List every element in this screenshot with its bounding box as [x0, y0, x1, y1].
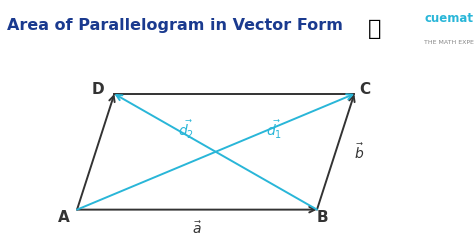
Text: $\vec{b}$: $\vec{b}$ — [354, 142, 365, 162]
Text: THE MATH EXPERT: THE MATH EXPERT — [424, 40, 474, 45]
Text: Area of Parallelogram in Vector Form: Area of Parallelogram in Vector Form — [7, 18, 343, 33]
Text: 🚀: 🚀 — [368, 19, 381, 40]
Text: C: C — [359, 82, 371, 97]
Text: A: A — [58, 210, 70, 225]
Text: $\vec{d_2}$: $\vec{d_2}$ — [178, 119, 194, 142]
Text: D: D — [92, 82, 105, 97]
Text: $\vec{d_1}$: $\vec{d_1}$ — [266, 119, 283, 142]
Text: $\vec{a}$: $\vec{a}$ — [192, 220, 202, 234]
Text: cuemath: cuemath — [424, 12, 474, 25]
Text: B: B — [317, 210, 328, 225]
